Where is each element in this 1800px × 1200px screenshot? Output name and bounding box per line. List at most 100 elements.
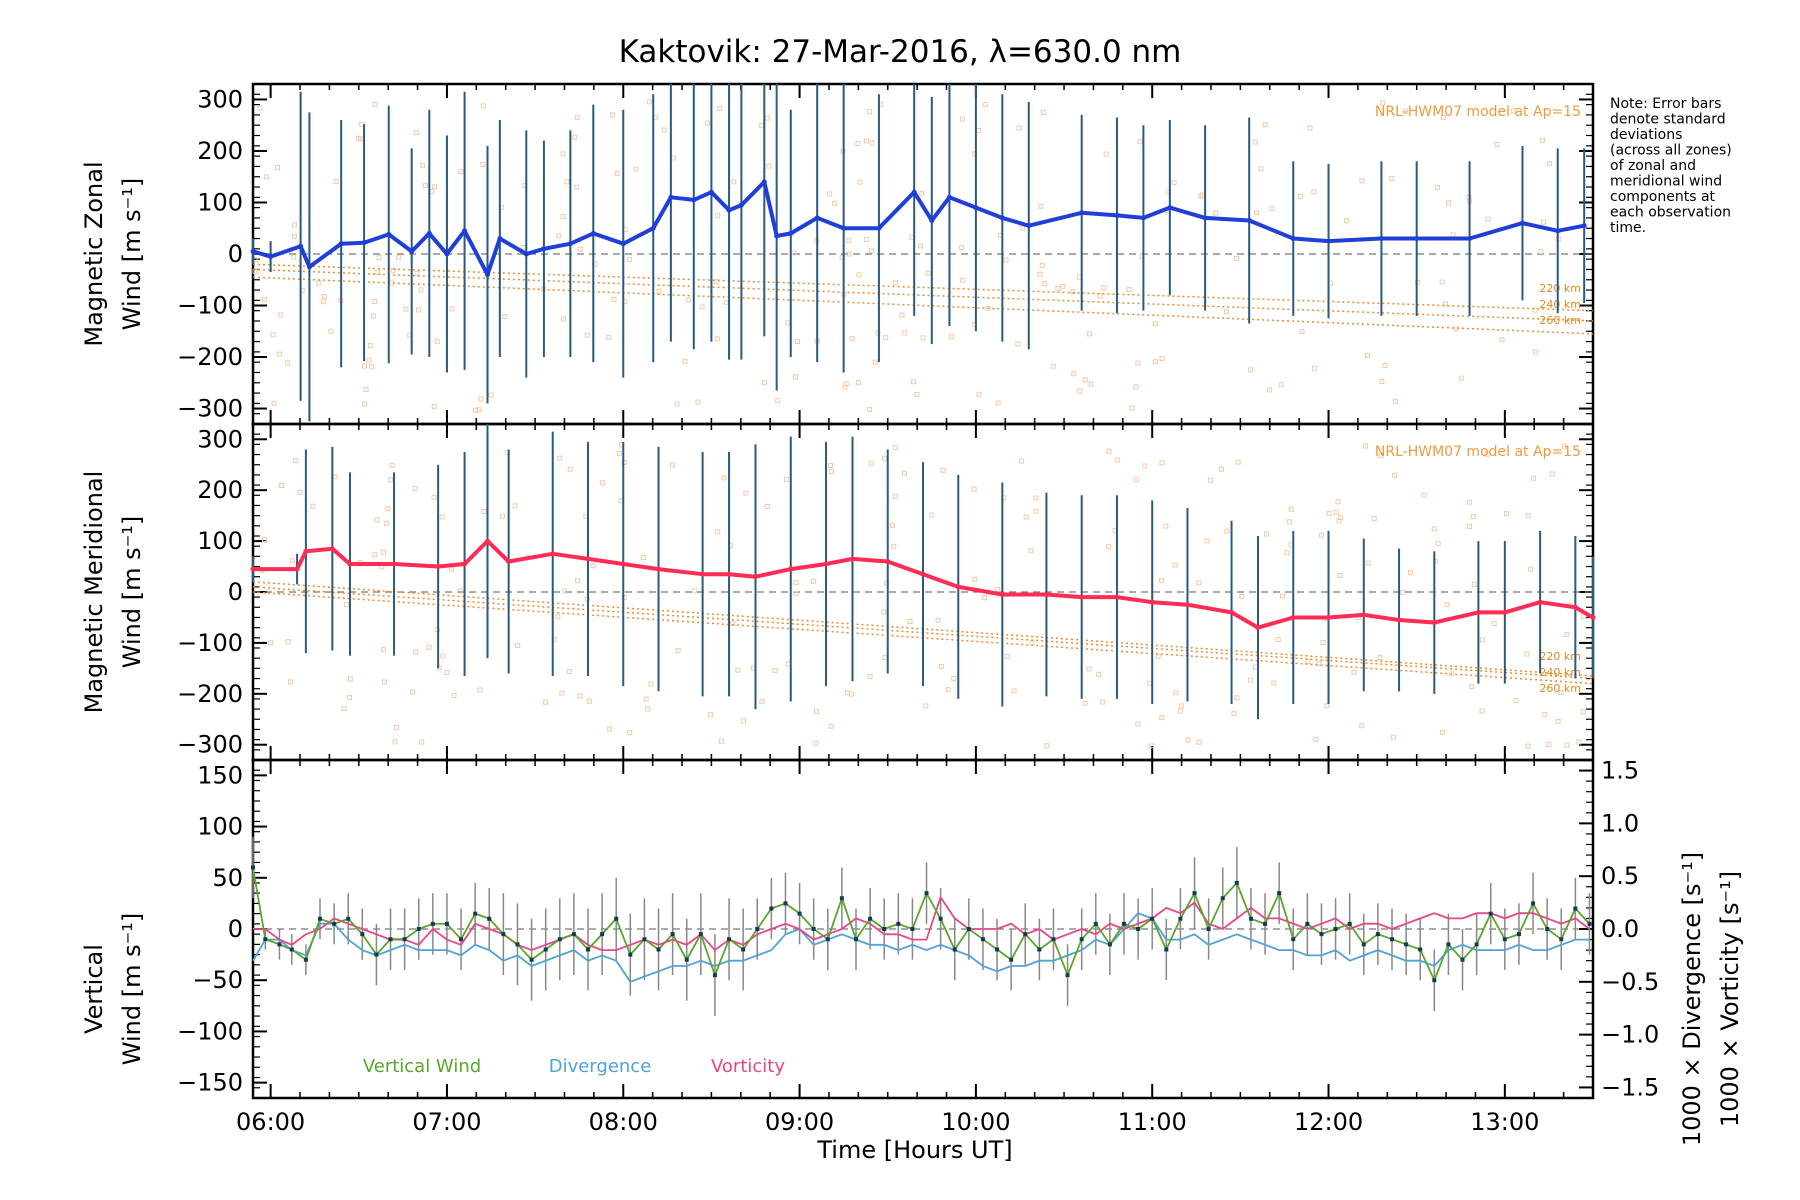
zone-sample-marker: [1086, 666, 1092, 672]
zone-sample-marker: [419, 739, 425, 745]
data-point: [628, 952, 633, 957]
zone-sample-marker: [476, 407, 482, 413]
zone-sample-marker: [971, 486, 977, 492]
zone-sample-marker: [577, 246, 583, 252]
zone-sample-marker: [714, 336, 720, 342]
zone-sample-marker: [1234, 695, 1240, 701]
data-point: [1537, 599, 1543, 605]
data-point: [268, 254, 274, 260]
data-point: [1037, 947, 1042, 952]
y-tick-label: 300: [197, 85, 243, 113]
altitude-label: 240 km: [1539, 298, 1581, 311]
zone-sample-marker: [413, 130, 419, 136]
zone-sample-marker: [1267, 387, 1273, 393]
zone-sample-marker: [775, 398, 781, 404]
data-point: [250, 566, 256, 572]
zone-sample-marker: [813, 740, 819, 746]
note-line: meridional wind: [1610, 174, 1722, 190]
data-point: [1502, 937, 1507, 942]
x-tick-label: 09:00: [765, 1108, 834, 1136]
zone-sample-marker: [643, 696, 649, 702]
zone-sample-marker: [899, 312, 905, 318]
legend-entry: Divergence: [549, 1056, 652, 1077]
data-point: [303, 548, 309, 554]
zone-sample-marker: [872, 359, 878, 365]
zone-sample-marker: [270, 332, 276, 338]
zone-sample-marker: [868, 460, 874, 466]
zone-sample-marker: [1471, 581, 1477, 587]
x-tick-label: 06:00: [236, 1108, 305, 1136]
zone-sample-marker: [1377, 654, 1383, 660]
zone-sample-marker: [1178, 703, 1184, 709]
zone-sample-marker: [1391, 734, 1397, 740]
zone-sample-marker: [310, 503, 316, 509]
zone-sample-marker: [413, 649, 419, 655]
zone-sample-marker: [1152, 321, 1158, 327]
zone-sample-marker: [1133, 384, 1139, 390]
data-point: [1333, 927, 1338, 931]
y-tick-label: 100: [197, 813, 243, 841]
data-point: [1079, 210, 1085, 216]
zone-sample-marker: [715, 529, 721, 535]
zone-sample-marker: [959, 245, 965, 251]
meridional-wind-panel: 300 200 100 0 −100 −200 −300 NRL-HWM07 model at…: [80, 422, 1596, 762]
note-line: components at: [1610, 189, 1716, 205]
zone-sample-marker: [866, 109, 872, 115]
zone-sample-marker: [1082, 700, 1088, 706]
data-point: [1390, 937, 1394, 942]
zone-sample-marker: [827, 191, 833, 197]
data-point: [543, 947, 548, 952]
zone-sample-marker: [1431, 526, 1437, 532]
y-right-tick-label: 0.0: [1601, 915, 1639, 943]
data-point: [318, 916, 322, 921]
data-point: [1431, 620, 1437, 626]
data-point: [1192, 891, 1197, 896]
data-point: [1396, 617, 1402, 623]
zone-sample-marker: [1247, 677, 1253, 683]
zone-sample-marker: [1044, 743, 1050, 749]
data-point: [541, 246, 547, 252]
zone-sample-marker: [1371, 515, 1377, 521]
zone-sample-marker: [1564, 742, 1570, 748]
zone-sample-marker: [867, 673, 873, 679]
zone-sample-marker: [560, 151, 566, 157]
zone-sample-marker: [370, 313, 376, 319]
zone-sample-marker: [375, 269, 381, 275]
zone-sample-marker: [480, 162, 486, 168]
data-point: [506, 558, 512, 564]
zone-sample-marker: [1434, 184, 1440, 190]
zone-sample-marker: [1135, 721, 1141, 727]
data-point: [1093, 921, 1098, 926]
data-point: [444, 251, 450, 257]
data-point: [550, 551, 556, 557]
zone-sample-marker: [972, 576, 978, 582]
zone-sample-marker: [1528, 566, 1534, 572]
data-point: [487, 916, 492, 921]
zone-sample-marker: [556, 233, 562, 239]
data-point: [1079, 937, 1084, 942]
x-tick-label: 08:00: [589, 1108, 658, 1136]
zone-sample-marker: [347, 694, 353, 700]
data-point: [1378, 236, 1384, 242]
zone-sample-marker: [1440, 729, 1446, 735]
data-point: [459, 937, 464, 942]
zone-sample-marker: [893, 279, 899, 285]
data-point: [1079, 594, 1085, 600]
y-tick-label: −100: [177, 1017, 243, 1045]
zone-sample-marker: [1011, 688, 1017, 694]
zone-sample-marker: [842, 384, 848, 390]
zone-sample-marker: [1510, 108, 1516, 114]
zone-sample-marker: [721, 475, 727, 481]
data-point: [1043, 592, 1049, 598]
zone-sample-marker: [478, 396, 484, 402]
data-point: [1559, 937, 1564, 942]
zone-sample-marker: [451, 693, 457, 699]
data-point: [523, 251, 529, 257]
data-point: [1009, 957, 1014, 962]
zone-sample-marker: [1269, 206, 1275, 212]
zone-sample-marker: [1319, 532, 1325, 538]
note-line: time.: [1610, 220, 1646, 236]
plot-frame: [251, 82, 1595, 426]
data-point: [1277, 891, 1282, 896]
vorticity-axis-label: 1000 × Vorticity [s⁻¹]: [1716, 871, 1744, 1127]
